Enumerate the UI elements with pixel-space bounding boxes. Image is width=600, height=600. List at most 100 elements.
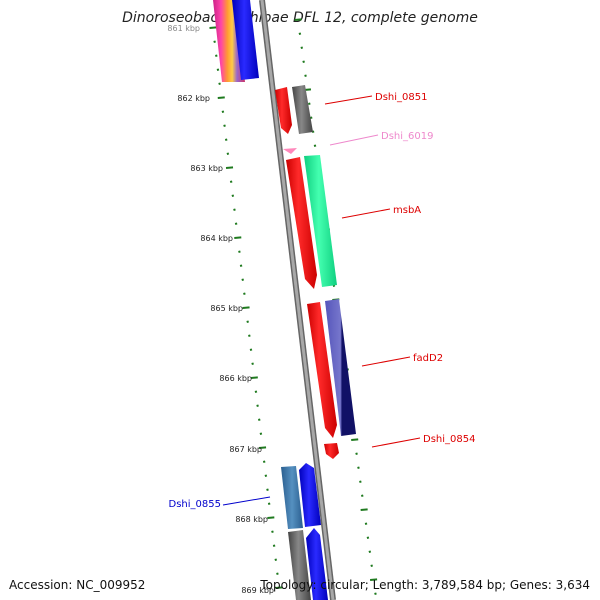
minor-tick bbox=[332, 284, 336, 287]
minor-tick bbox=[302, 60, 305, 63]
minor-tick bbox=[221, 110, 225, 113]
genome-backbone bbox=[259, 0, 336, 600]
kbp-label-862: 862 kbp bbox=[177, 94, 210, 103]
kbp-label-861: 861 kbp bbox=[167, 24, 200, 33]
kbp-label-865: 865 kbp bbox=[210, 304, 243, 313]
major-tick bbox=[250, 376, 258, 379]
minor-tick bbox=[254, 390, 258, 393]
feature-dshi-6019-pink bbox=[283, 148, 297, 154]
major-tick bbox=[294, 18, 302, 21]
gene-label-fadd2[interactable]: fadD2 bbox=[413, 353, 443, 364]
gene-label-dshi-6019[interactable]: Dshi_6019 bbox=[381, 131, 433, 142]
genome-title: Dinoroseobacter shibae DFL 12, complete … bbox=[122, 10, 478, 26]
gene-label-msba[interactable]: msbA bbox=[393, 205, 421, 216]
feature-msba-red bbox=[286, 157, 317, 289]
minor-tick bbox=[234, 222, 238, 225]
kbp-label-867: 867 kbp bbox=[229, 445, 262, 454]
minor-tick bbox=[276, 572, 279, 575]
kbp-label-863: 863 kbp bbox=[190, 164, 223, 173]
minor-tick bbox=[266, 488, 269, 491]
minor-tick bbox=[308, 102, 311, 105]
major-tick bbox=[267, 516, 275, 519]
minor-tick bbox=[213, 40, 216, 43]
minor-tick bbox=[256, 404, 259, 407]
minor-tick bbox=[251, 362, 254, 365]
minor-tick bbox=[267, 502, 271, 505]
minor-tick bbox=[264, 474, 268, 477]
kbp-ruler bbox=[209, 26, 283, 589]
minor-tick bbox=[271, 530, 274, 533]
leader-dshi-6019 bbox=[329, 134, 379, 146]
leader-msba bbox=[341, 208, 391, 219]
minor-tick bbox=[304, 74, 307, 77]
minor-tick bbox=[298, 32, 302, 35]
minor-tick bbox=[249, 348, 253, 351]
minor-tick bbox=[313, 144, 317, 147]
kbp-label-864: 864 kbp bbox=[200, 234, 233, 243]
major-tick bbox=[351, 438, 359, 441]
minor-tick bbox=[364, 522, 368, 525]
leader-fadd2 bbox=[361, 356, 411, 367]
kbp-label-868: 868 kbp bbox=[235, 515, 268, 524]
minor-tick bbox=[233, 208, 236, 211]
minor-tick bbox=[216, 68, 220, 71]
minor-tick bbox=[360, 494, 364, 497]
major-tick bbox=[258, 446, 267, 449]
minor-tick bbox=[366, 536, 370, 539]
minor-tick bbox=[243, 292, 246, 295]
feature-dshi-0851-grey bbox=[292, 85, 313, 134]
feature-fadd2-red bbox=[307, 302, 337, 438]
minor-tick bbox=[241, 278, 245, 281]
feature-fadd2-navy bbox=[325, 299, 356, 436]
feature-dshi-0855-steel bbox=[281, 466, 303, 529]
kbp-labels: 861 kbp 862 kbp 863 kbp 864 kbp 865 kbp … bbox=[167, 24, 274, 595]
feature-msba-green bbox=[304, 155, 337, 287]
feature-dshi-0854-red bbox=[324, 443, 339, 459]
major-tick bbox=[242, 306, 250, 309]
minor-tick bbox=[272, 544, 276, 547]
gene-label-dshi-0854[interactable]: Dshi_0854 bbox=[423, 434, 475, 445]
minor-tick bbox=[223, 124, 226, 127]
minor-tick bbox=[248, 334, 251, 337]
gene-label-dshi-0851[interactable]: Dshi_0851 bbox=[375, 92, 427, 103]
minor-tick bbox=[300, 46, 304, 49]
major-tick bbox=[360, 508, 368, 511]
major-tick bbox=[370, 578, 378, 581]
feature-dshi-0851-red bbox=[275, 87, 292, 134]
feature-blue-cds-bottom bbox=[306, 528, 328, 600]
minor-tick bbox=[239, 264, 243, 267]
gene-label-dshi-0855[interactable]: Dshi_0855 bbox=[169, 499, 221, 510]
major-tick bbox=[209, 26, 217, 29]
minor-tick bbox=[257, 418, 261, 421]
minor-tick bbox=[215, 54, 218, 57]
minor-tick bbox=[231, 194, 235, 197]
major-tick bbox=[217, 96, 225, 99]
minor-tick bbox=[359, 480, 362, 483]
minor-tick bbox=[274, 558, 278, 561]
accession-text: Accession: NC_009952 bbox=[9, 578, 146, 592]
label-leaders bbox=[222, 95, 421, 506]
minor-tick bbox=[238, 250, 241, 253]
feature-blue-cds-lower bbox=[299, 463, 321, 527]
genome-summary-text: Topology: circular; Length: 3,789,584 bp… bbox=[260, 578, 590, 592]
minor-tick bbox=[368, 550, 372, 553]
kbp-label-869: 869 kbp bbox=[241, 586, 274, 595]
feature-grey-cds-bottom bbox=[288, 530, 311, 600]
minor-tick bbox=[355, 452, 358, 455]
kbp-label-866: 866 kbp bbox=[219, 374, 252, 383]
minor-tick bbox=[246, 320, 249, 323]
minor-tick bbox=[229, 180, 233, 183]
minor-tick bbox=[262, 460, 266, 463]
leader-dshi-0855 bbox=[222, 496, 271, 506]
leader-dshi-0854 bbox=[371, 437, 421, 448]
feature-cds-blue-top bbox=[232, 0, 259, 80]
major-tick bbox=[225, 166, 234, 169]
major-tick bbox=[234, 236, 242, 239]
minor-tick bbox=[370, 564, 373, 567]
minor-tick bbox=[357, 466, 360, 469]
minor-tick bbox=[224, 138, 228, 141]
minor-tick bbox=[226, 152, 230, 155]
minor-tick bbox=[218, 82, 221, 85]
